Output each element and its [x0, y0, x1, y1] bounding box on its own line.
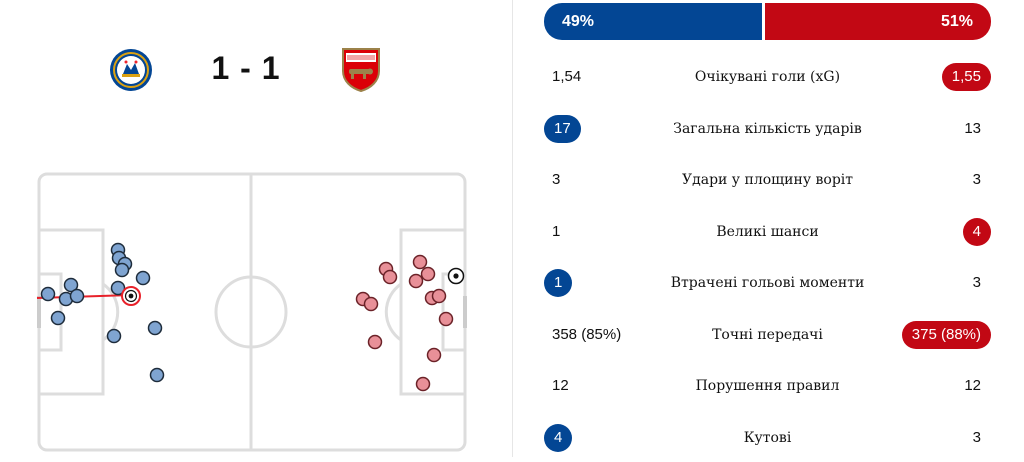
match-shotmap-panel: 1 - 1 [0, 0, 512, 457]
away-shot-marker[interactable] [420, 266, 436, 282]
home-shot-marker[interactable] [63, 277, 79, 293]
stat-row: 1 Втрачені гольові моменти 3 [544, 268, 991, 298]
home-shot-marker[interactable] [147, 320, 163, 336]
away-shot-marker[interactable] [412, 254, 428, 270]
home-shot-marker[interactable] [110, 280, 126, 296]
home-shot-marker[interactable] [149, 367, 165, 383]
stat-row: 358 (85%) Точні передачі 375 (88%) [544, 320, 991, 350]
panel-divider [512, 0, 513, 457]
stat-row: 4 Кутові 3 [544, 423, 991, 453]
stat-home-value: 4 [544, 424, 573, 452]
stat-label: Удари у площину воріт [681, 172, 854, 188]
stat-home-value: 1 [552, 223, 561, 240]
stat-home-value: 3 [552, 171, 561, 188]
stat-label: Кутові [743, 430, 792, 446]
stat-home-value: 17 [544, 115, 581, 143]
away-shot-marker[interactable] [382, 269, 398, 285]
stat-label: Точні передачі [712, 327, 823, 343]
chelsea-crest-icon[interactable] [109, 48, 153, 92]
stat-away-value: 12 [964, 377, 981, 394]
stat-away-value: 1,55 [941, 63, 991, 91]
stat-away-value: 375 (88%) [901, 321, 991, 349]
stat-home-value: 1 [544, 269, 573, 297]
away-shot-marker[interactable] [408, 273, 424, 289]
away-shot-marker[interactable] [426, 347, 442, 363]
home-shot-marker[interactable] [50, 310, 66, 326]
home-shot-marker[interactable] [69, 288, 85, 304]
stat-away-value: 13 [964, 120, 981, 137]
stat-row: 1 Великі шанси 4 [544, 217, 991, 247]
possession-home: 49% [544, 3, 762, 40]
stat-row: 17 Загальна кількість ударів 13 [544, 114, 991, 144]
away-shot-marker[interactable] [367, 334, 383, 350]
home-shot-marker[interactable] [106, 328, 122, 344]
home-shot-marker[interactable] [114, 262, 130, 278]
stat-away-value: 3 [972, 429, 981, 446]
stat-label: Великі шанси [716, 224, 819, 240]
stat-label: Загальна кількість ударів [673, 121, 862, 137]
home-shot-marker[interactable] [40, 286, 56, 302]
stat-row: 1,54 Очікувані голи (xG) 1,55 [544, 62, 991, 92]
goal-ball-icon[interactable] [447, 267, 465, 285]
shot-markers [0, 0, 512, 457]
stat-away-value: 4 [962, 218, 991, 246]
shot-map-pitch [37, 172, 467, 452]
stat-row: 3 Удари у площину воріт 3 [544, 165, 991, 195]
goal-ball-icon[interactable] [121, 286, 141, 306]
arsenal-crest-icon[interactable] [339, 47, 383, 93]
possession-away: 51% [765, 3, 991, 40]
away-shot-marker[interactable] [438, 311, 454, 327]
stat-home-value: 12 [552, 377, 569, 394]
stat-label: Втрачені гольові моменти [670, 275, 865, 291]
stat-away-value: 3 [972, 171, 981, 188]
away-shot-marker[interactable] [415, 376, 431, 392]
match-stats-panel: 49% 51% 1,54 Очікувані голи (xG) 1,55 17 Заг… [544, 0, 992, 457]
stat-home-value: 1,54 [552, 68, 582, 85]
stat-away-value: 3 [972, 274, 981, 291]
stat-label: Очікувані голи (xG) [694, 69, 841, 85]
possession-bar: 49% 51% [544, 3, 991, 40]
away-shot-marker[interactable] [363, 296, 379, 312]
stat-label: Порушення правил [695, 378, 840, 394]
stat-row: 12 Порушення правил 12 [544, 371, 991, 401]
away-shot-marker[interactable] [431, 288, 447, 304]
match-score: 1 - 1 [211, 50, 281, 86]
home-shot-marker[interactable] [135, 270, 151, 286]
stat-home-value: 358 (85%) [552, 326, 622, 343]
